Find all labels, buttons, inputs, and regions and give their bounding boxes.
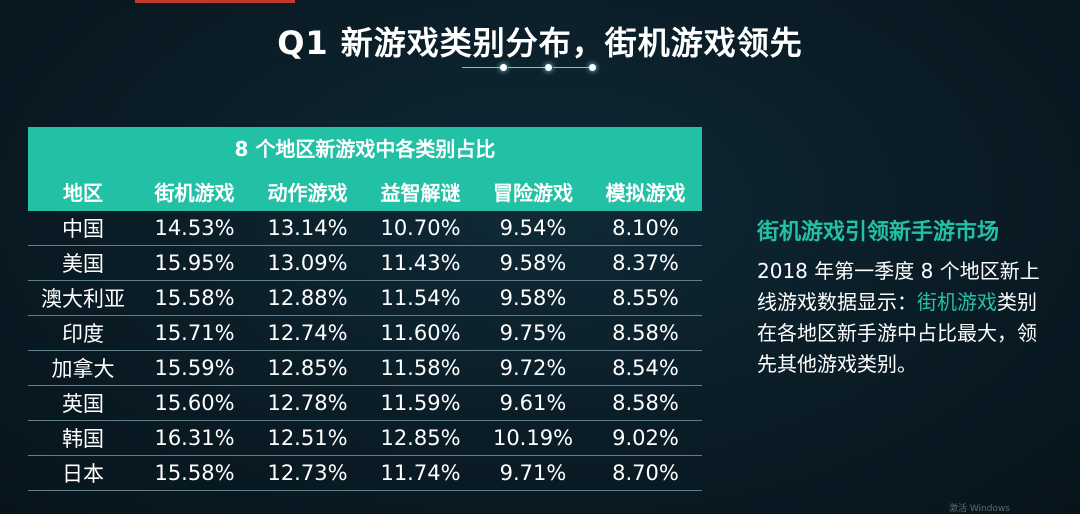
header-adventure: 冒险游戏 [493,180,573,205]
header-puzzle: 益智解谜 [380,180,461,205]
table-row: 中国 14.53% 13.14% 10.70% 9.54% 8.10% [28,211,702,246]
share-cell: 9.02% [612,426,679,450]
region-cell: 英国 [62,392,104,416]
header-arcade: 街机游戏 [154,180,235,205]
share-cell: 12.85% [380,426,461,450]
share-cell: 15.71% [154,321,235,345]
share-cell: 11.58% [380,356,461,380]
region-cell: 美国 [62,252,104,276]
share-cell: 12.78% [267,391,348,415]
share-cell: 8.37% [612,251,679,275]
share-cell: 15.95% [154,251,235,275]
share-cell: 8.10% [612,216,679,240]
share-cell: 12.73% [267,461,348,485]
share-cell: 15.58% [154,461,235,485]
insight-panel: 街机游戏引领新手游市场 2018 年第一季度 8 个地区新上线游戏数据显示：街机… [757,214,1057,380]
share-cell: 11.43% [380,251,461,275]
share-cell: 15.58% [154,286,235,310]
insight-highlight: 街机游戏 [917,290,997,314]
share-cell: 8.54% [612,356,679,380]
region-cell: 澳大利亚 [41,287,125,311]
share-cell: 12.51% [267,426,348,450]
table-row: 澳大利亚 15.58% 12.88% 11.54% 9.58% 8.55% [28,281,702,316]
region-cell: 印度 [62,322,104,346]
share-cell: 13.09% [267,251,348,275]
share-cell: 11.60% [380,321,461,345]
share-cell: 15.60% [154,391,235,415]
region-cell: 加拿大 [51,357,115,381]
share-cell: 8.58% [612,321,679,345]
share-cell: 9.72% [499,356,567,380]
category-share-table: 8 个地区新游戏中各类别占比 地区 街机游戏 动作游戏 益智解谜 冒险游戏 模拟… [28,127,702,491]
insight-text-pre: 2018 年第一季度 8 个地区新上线游戏数据显示： [757,259,1040,314]
table-row: 印度 15.71% 12.74% 11.60% 9.75% 8.58% [28,316,702,351]
activation-watermark: 激活 Windows [948,504,1010,514]
table-body: 中国 14.53% 13.14% 10.70% 9.54% 8.10% 美国 15.95% 13… [28,211,702,491]
share-cell: 16.31% [154,426,235,450]
table-header-row: 地区 街机游戏 动作游戏 益智解谜 冒险游戏 模拟游戏 [28,171,702,211]
share-cell: 11.74% [380,461,461,485]
share-cell: 9.71% [499,461,567,485]
share-cell: 12.85% [267,356,348,380]
region-cell: 中国 [62,217,104,241]
table-row: 加拿大 15.59% 12.85% 11.58% 9.72% 8.54% [28,351,702,386]
share-cell: 9.75% [499,321,567,345]
share-cell: 11.59% [380,391,461,415]
insight-body: 2018 年第一季度 8 个地区新上线游戏数据显示：街机游戏类别在各地区新手游中… [757,256,1053,380]
table-caption: 8 个地区新游戏中各类别占比 [28,127,702,171]
share-cell: 8.55% [612,286,679,310]
header-action: 动作游戏 [267,180,348,205]
table-row: 英国 15.60% 12.78% 11.59% 9.61% 8.58% [28,386,702,421]
region-cell: 日本 [62,462,104,486]
insight-text-post: 类别在各地区新手游中占比最大，领先其他游戏类别。 [757,290,1037,376]
share-cell: 9.54% [499,216,567,240]
share-cell: 11.54% [380,286,461,310]
share-cell: 10.19% [492,426,574,450]
region-cell: 韩国 [62,427,104,451]
share-cell: 9.58% [499,251,567,275]
share-cell: 14.53% [154,216,235,240]
share-cell: 10.70% [380,216,461,240]
table-row: 韩国 16.31% 12.51% 12.85% 10.19% 9.02% [28,421,702,456]
share-cell: 9.58% [499,286,567,310]
share-cell: 9.61% [499,391,567,415]
share-cell: 12.88% [267,286,348,310]
title-divider [462,62,607,74]
table-row: 美国 15.95% 13.09% 11.43% 9.58% 8.37% [28,246,702,281]
share-cell: 8.58% [612,391,679,415]
share-cell: 15.59% [154,356,235,380]
header-region: 地区 [63,180,103,205]
table-row: 日本 15.58% 12.73% 11.74% 9.71% 8.70% [28,456,702,491]
share-cell: 13.14% [267,216,348,240]
insight-heading: 街机游戏引领新手游市场 [757,220,1000,245]
page-title: Q1 新游戏类别分布，街机游戏领先 [277,24,803,62]
share-cell: 12.74% [267,321,348,345]
header-simulation: 模拟游戏 [605,180,686,205]
share-cell: 8.70% [612,461,679,485]
top-accent-bar [135,0,295,3]
